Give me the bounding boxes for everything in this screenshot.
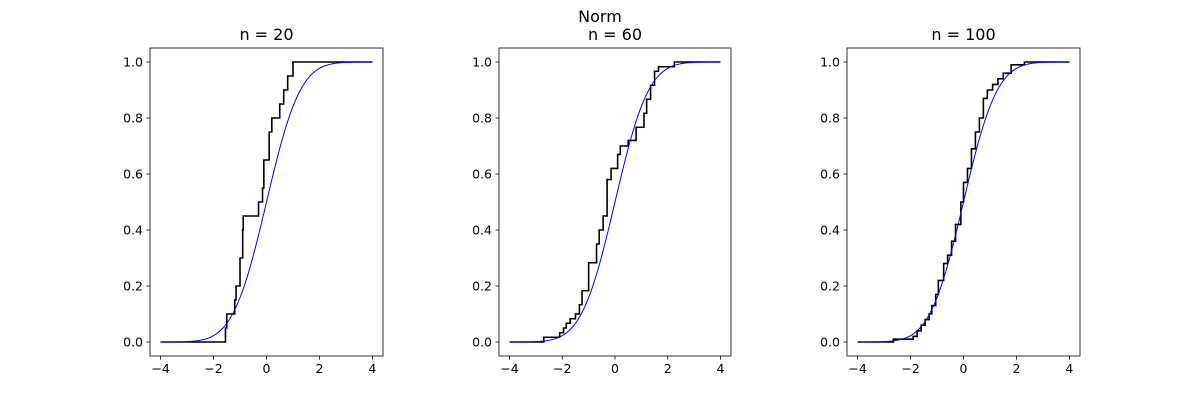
y-tick-label: 0.8 <box>820 111 840 126</box>
y-tick-label: 1.0 <box>472 55 492 70</box>
y-tick-label: 0.8 <box>472 111 492 126</box>
subplot-2: n = 60 −4 −2 0 2 4 0.0 0.2 0.4 0.6 0.8 1.0 <box>472 25 732 376</box>
x-tick-label: 4 <box>368 361 376 376</box>
x-tick-label: 0 <box>960 361 968 376</box>
subplots: n = 20 −4 −2 0 2 4 0.0 0.2 0.4 0.6 0.8 1.0 n = 60 −4 −… <box>123 25 1081 376</box>
ecdf-step-line <box>509 61 721 343</box>
figure-title: Norm <box>578 7 622 26</box>
y-tick-label: 0.0 <box>472 335 492 350</box>
x-tick-label: 4 <box>1065 361 1073 376</box>
subplot-3: n = 100 −4 −2 0 2 4 0.0 0.2 0.4 0.6 0.8 1.0 <box>820 25 1081 376</box>
x-tick-label: 2 <box>1012 361 1020 376</box>
y-tick-label: 1.0 <box>123 55 143 70</box>
subplot-title: n = 100 <box>931 25 995 44</box>
normal-cdf-line <box>509 61 721 343</box>
subplot-title: n = 60 <box>588 25 642 44</box>
y-tick-label: 0.2 <box>472 279 492 294</box>
normal-cdf-line <box>160 61 373 343</box>
y-tick-label: 0.2 <box>123 279 143 294</box>
x-tick-label: −4 <box>848 361 866 376</box>
x-tick-label: 2 <box>664 361 672 376</box>
subplot-1: n = 20 −4 −2 0 2 4 0.0 0.2 0.4 0.6 0.8 1.0 <box>123 25 384 376</box>
x-tick-label: −4 <box>151 361 169 376</box>
y-tick-label: 0.0 <box>820 335 840 350</box>
y-tick-label: 0.6 <box>123 167 143 182</box>
x-tick-label: −2 <box>553 361 571 376</box>
x-tick-label: 2 <box>315 361 323 376</box>
x-tick-label: −4 <box>500 361 518 376</box>
x-tick-label: −2 <box>204 361 222 376</box>
ecdf-step-line <box>160 61 373 343</box>
x-tick-label: 0 <box>611 361 619 376</box>
x-tick-label: 4 <box>716 361 724 376</box>
y-tick-label: 0.4 <box>123 223 143 238</box>
x-tick-label: 0 <box>263 361 271 376</box>
y-tick-label: 0.6 <box>472 167 492 182</box>
y-tick-label: 0.0 <box>123 335 143 350</box>
y-tick-label: 0.8 <box>123 111 143 126</box>
y-tick-label: 1.0 <box>820 55 840 70</box>
y-tick-label: 0.2 <box>820 279 840 294</box>
y-tick-label: 0.6 <box>820 167 840 182</box>
y-tick-label: 0.4 <box>472 223 492 238</box>
normal-cdf-line <box>857 61 1070 343</box>
subplot-title: n = 20 <box>239 25 293 44</box>
y-tick-label: 0.4 <box>820 223 840 238</box>
x-tick-label: −2 <box>901 361 919 376</box>
